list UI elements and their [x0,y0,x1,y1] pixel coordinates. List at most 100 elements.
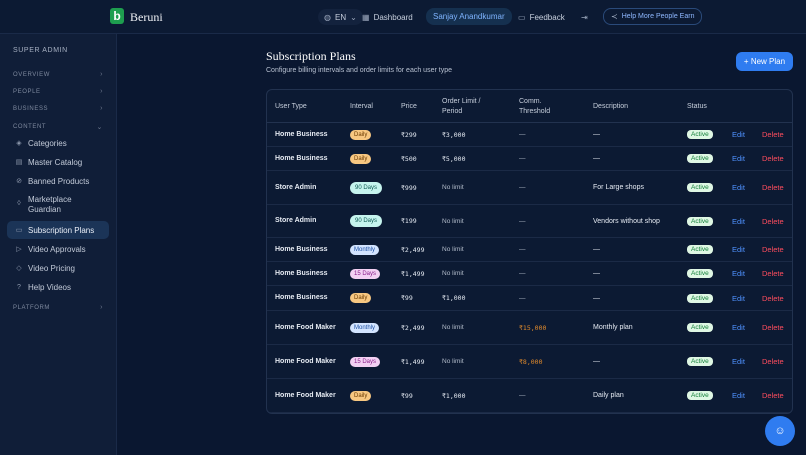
delete-button[interactable]: Delete [762,216,784,226]
edit-button[interactable]: Edit [732,130,745,139]
edit-button[interactable]: Edit [732,269,745,278]
delete-button[interactable]: Delete [762,130,784,139]
edit-button[interactable]: Edit [732,245,745,254]
document-icon: ▤ [15,159,23,166]
table-row: Store Admin 90 Days ₹199 No limit — Vendors w… [267,205,792,238]
card-icon: ▭ [15,227,23,234]
dashboard-link[interactable]: ▦ Dashboard [362,9,413,25]
user-name: Sanjay Anandkumar [433,12,505,21]
table-row: Store Admin 90 Days ₹999 No limit — For Large… [267,171,792,205]
cell-description: — [593,358,600,365]
new-plan-button[interactable]: + New Plan [736,52,793,71]
cell-delete: Delete [762,238,784,261]
table-row: Home Food Maker 15 Days ₹1,499 No limit ₹8,0… [267,345,792,379]
help-earn-button[interactable]: ≺ Help More People Earn [603,8,703,25]
dashboard-label: Dashboard [373,12,413,22]
sidebar-section-overview[interactable]: OVERVIEW › [13,71,103,78]
sidebar-section-content[interactable]: CONTENT ⌄ [13,124,103,131]
sidebar-item-label: Video Approvals [28,244,86,254]
layers-icon: ◈ [16,140,22,147]
status-badge: Active [687,269,713,278]
chevron-right-icon: › [100,71,103,78]
cell-status: Active [687,238,713,261]
cell-comm-threshold: — [519,155,526,162]
app-name[interactable]: Beruni [130,10,163,24]
cell-delete: Delete [762,147,784,170]
cell-interval: 15 Days [350,262,381,285]
delete-button[interactable]: Delete [762,293,784,303]
sidebar-item-categories[interactable]: ◈ Categories [7,134,109,152]
sidebar-item-video-pricing[interactable]: ◇ Video Pricing [7,259,109,277]
delete-button[interactable]: Delete [762,269,784,278]
delete-button[interactable]: Delete [762,183,784,192]
cell-status: Active [687,311,713,344]
sidebar-item-master-catalog[interactable]: ▤ Master Catalog [7,153,109,171]
chevron-right-icon: › [100,304,103,311]
edit-button[interactable]: Edit [732,323,745,332]
user-badge[interactable]: Sanjay Anandkumar [426,8,512,25]
cell-delete: Delete [762,379,784,412]
col-comm-threshold: Comm. Threshold [519,97,551,115]
language-selector[interactable]: ◍ EN ⌄ [318,9,363,25]
table-row: Home Food Maker Monthly ₹2,499 No limit ₹15,… [267,311,792,345]
shield-icon: ◊ [17,200,21,207]
table-row: Home Food Maker Daily ₹99 ₹1,000 — Daily plan… [267,379,792,413]
cell-description: — [593,131,600,138]
cell-comm-threshold: — [519,131,526,138]
sidebar-item-label: Banned Products [28,176,90,186]
status-badge: Active [687,293,713,303]
edit-button[interactable]: Edit [732,391,745,400]
cell-user-type: Home Business [275,245,328,253]
cell-description: — [593,294,600,302]
edit-button[interactable]: Edit [732,183,745,192]
cell-price: ₹500 [401,154,417,163]
sidebar-item-video-approvals[interactable]: ▷ Video Approvals [7,240,109,258]
logout-button[interactable]: ⇥ [581,9,588,25]
cell-edit: Edit [732,205,745,237]
sidebar-item-help-videos[interactable]: ? Help Videos [7,278,109,296]
col-order-limit: Order Limit / Period [442,97,481,115]
col-interval: Interval [350,102,373,110]
sidebar-item-label: Marketplace Guardian [28,195,72,214]
cell-interval: 15 Days [350,345,381,378]
cell-delete: Delete [762,311,784,344]
delete-button[interactable]: Delete [762,357,784,366]
sidebar-section-business[interactable]: BUSINESS › [13,105,103,112]
plans-table: User Type Interval Price Order Limit / P… [266,89,793,414]
cell-interval: Daily [350,147,372,170]
cell-interval: Daily [350,379,372,412]
status-badge: Active [687,216,713,226]
edit-button[interactable]: Edit [732,216,745,226]
sidebar-section-platform[interactable]: PLATFORM › [13,304,103,311]
delete-button[interactable]: Delete [762,154,784,163]
edit-button[interactable]: Edit [732,357,745,366]
status-badge: Active [687,183,713,192]
sidebar-item-banned-products[interactable]: ⊘ Banned Products [7,172,109,190]
col-user-type: User Type [275,102,307,110]
delete-button[interactable]: Delete [762,245,784,254]
cell-price: ₹2,499 [401,323,425,332]
sidebar-item-subscription-plans[interactable]: ▭ Subscription Plans [7,221,109,239]
cell-comm-threshold: — [519,294,526,302]
cell-interval: 90 Days [350,205,382,237]
sidebar-item-label: Master Catalog [28,157,83,167]
delete-button[interactable]: Delete [762,391,784,400]
cell-status: Active [687,123,713,146]
sidebar-section-people[interactable]: PEOPLE › [13,88,103,95]
delete-button[interactable]: Delete [762,323,784,332]
help-earn-label: Help More People Earn [621,13,695,20]
tag-icon: ◇ [16,265,22,272]
edit-button[interactable]: Edit [732,293,745,303]
cell-price: ₹299 [401,130,417,139]
sidebar-item-label: Video Pricing [28,263,75,273]
table-header: User Type Interval Price Order Limit / P… [267,90,792,123]
logo-icon[interactable]: b [110,8,124,24]
sidebar-item-marketplace-guardian[interactable]: ◊ Marketplace Guardian [7,193,109,217]
status-badge: Active [687,357,713,366]
video-icon: ▷ [16,246,22,253]
help-icon: ? [17,283,21,291]
feedback-link[interactable]: ▭ Feedback [518,9,565,25]
edit-button[interactable]: Edit [732,154,745,163]
cell-interval: Daily [350,123,372,146]
assistant-button[interactable]: ☺ [765,416,795,446]
